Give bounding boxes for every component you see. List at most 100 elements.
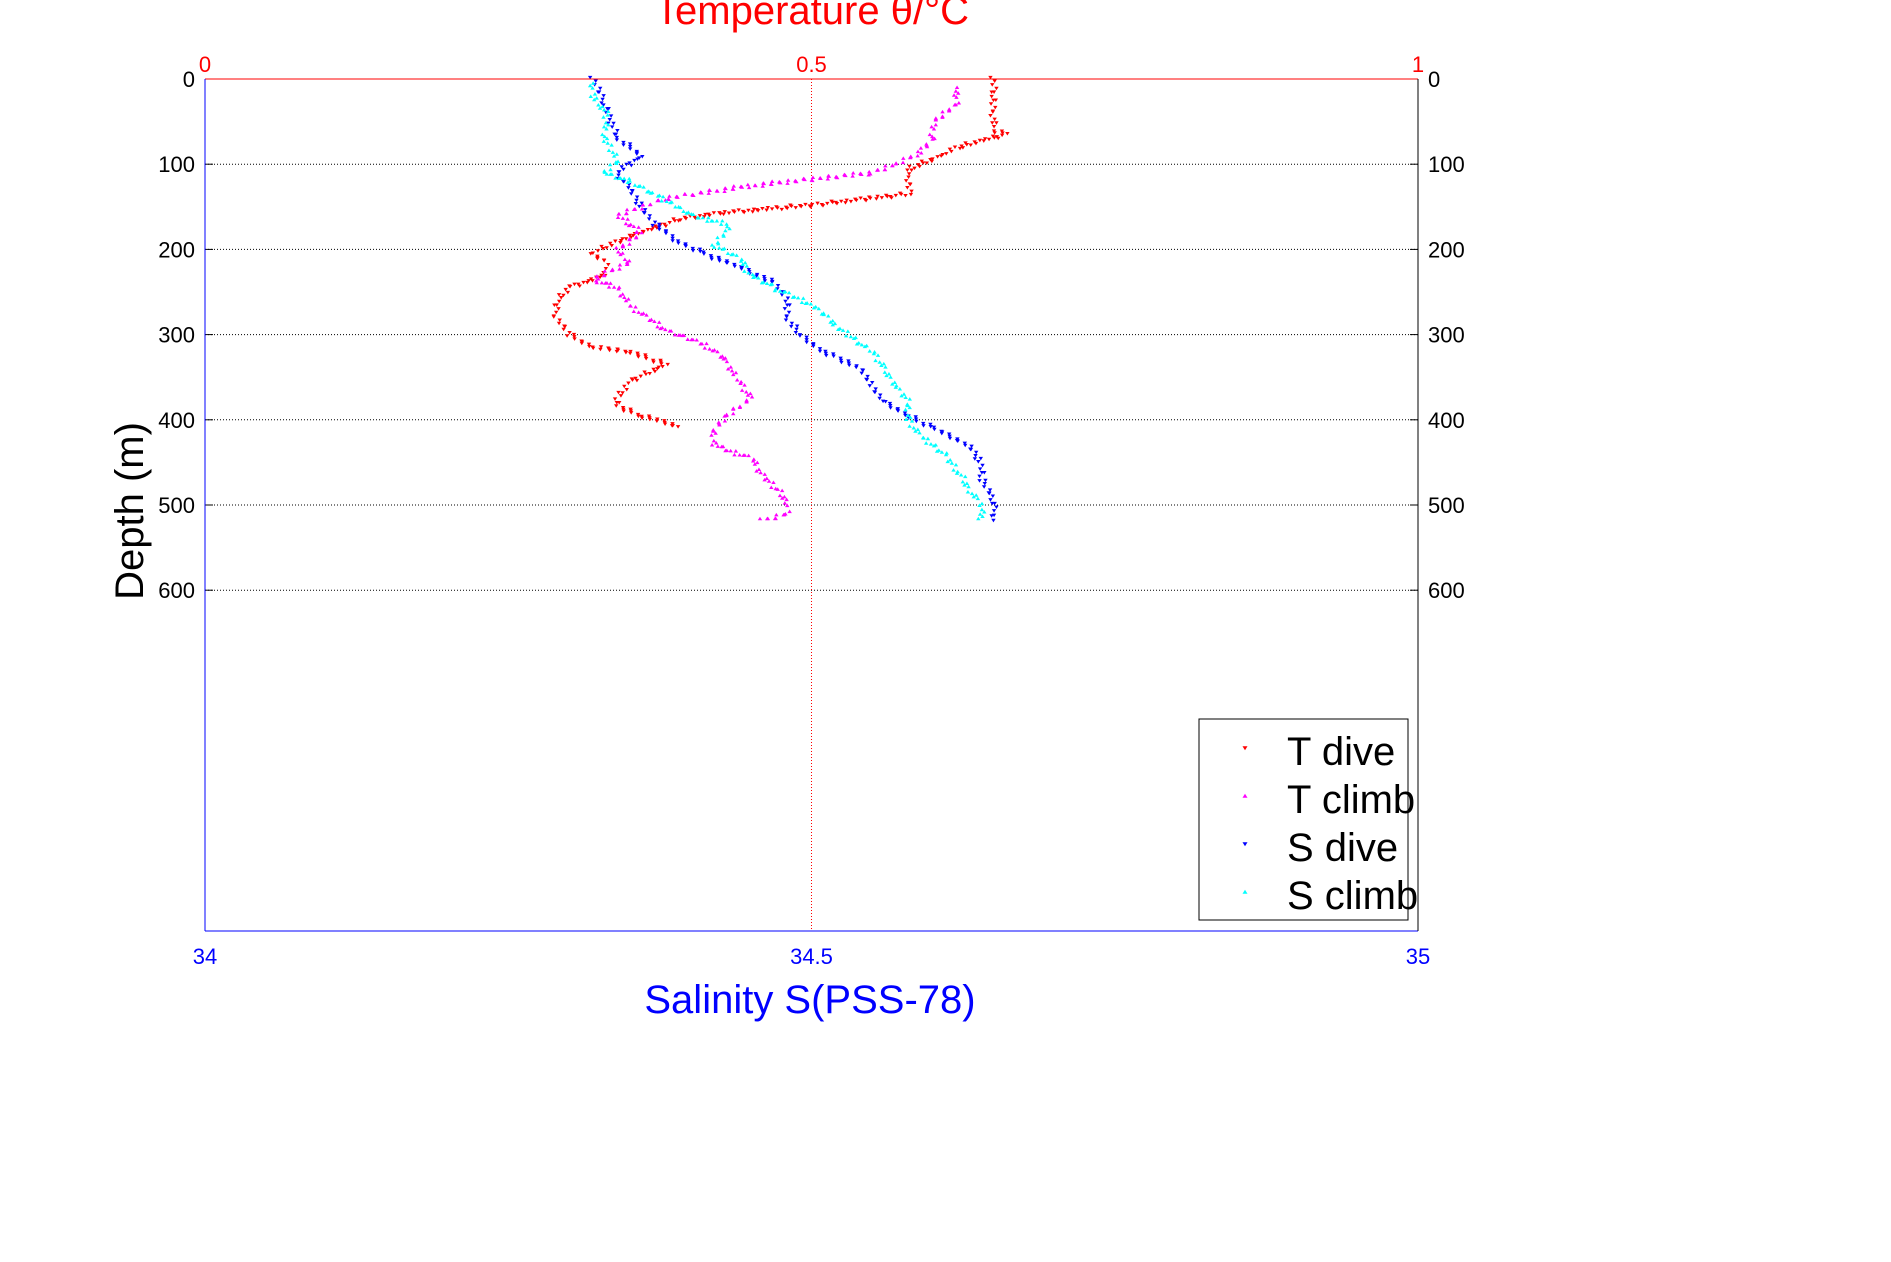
data-point-s-climb: [601, 124, 607, 129]
data-point-t-climb: [749, 394, 755, 399]
data-point-s-climb: [608, 167, 613, 172]
data-point-s-climb: [752, 274, 757, 279]
data-point-t-climb: [746, 453, 751, 458]
data-point-s-dive: [785, 303, 790, 307]
data-point-t-climb: [762, 472, 767, 476]
data-point-s-climb: [864, 343, 869, 348]
data-point-t-climb: [668, 328, 674, 333]
data-point-s-climb: [845, 329, 851, 333]
data-point-s-dive: [676, 241, 681, 246]
data-point-s-climb: [684, 211, 689, 215]
data-point-s-dive: [968, 447, 973, 452]
data-point-s-dive: [794, 327, 799, 332]
data-point-s-dive: [873, 387, 878, 391]
data-point-t-dive: [879, 196, 885, 200]
data-point-t-climb: [715, 189, 720, 193]
data-point-s-climb: [879, 363, 884, 367]
data-point-t-dive: [634, 378, 640, 383]
data-point-t-dive: [662, 422, 668, 426]
data-point-s-dive: [983, 478, 988, 483]
data-point-t-dive: [874, 197, 879, 201]
data-point-t-climb: [636, 225, 641, 229]
data-point-s-dive: [779, 293, 785, 297]
data-point-t-climb: [780, 496, 785, 500]
data-point-t-climb: [765, 516, 771, 521]
data-point-s-climb: [808, 302, 814, 306]
data-point-s-dive: [754, 272, 760, 277]
data-point-s-climb: [804, 300, 810, 305]
data-point-t-climb: [782, 501, 788, 505]
data-point-t-climb: [761, 181, 767, 186]
data-point-t-climb: [850, 171, 856, 175]
data-point-t-dive: [645, 228, 651, 232]
data-point-s-climb: [723, 228, 728, 233]
data-point-s-dive: [786, 310, 792, 315]
data-point-t-climb: [617, 267, 622, 271]
data-point-s-dive: [987, 488, 993, 492]
data-point-t-dive: [994, 121, 999, 125]
data-point-s-dive: [640, 154, 645, 159]
data-point-t-climb: [667, 194, 672, 198]
data-point-t-dive: [643, 356, 649, 361]
legend-marker: [1242, 889, 1248, 894]
data-point-s-climb: [873, 358, 878, 363]
data-point-t-dive: [653, 224, 658, 229]
data-point-s-dive: [616, 173, 621, 178]
data-point-t-climb: [718, 355, 723, 359]
data-point-t-climb: [690, 337, 696, 342]
data-point-t-climb: [932, 136, 937, 141]
data-point-t-climb: [628, 222, 633, 227]
data-point-t-climb: [940, 114, 945, 118]
data-point-s-climb: [907, 424, 912, 428]
data-point-t-dive: [820, 204, 826, 208]
data-point-t-dive: [600, 247, 606, 251]
data-point-s-climb: [587, 83, 593, 88]
data-point-t-dive: [588, 277, 594, 281]
data-point-t-dive: [1005, 132, 1010, 136]
data-point-s-dive: [928, 422, 933, 427]
data-point-s-dive: [913, 415, 918, 419]
data-point-s-climb: [963, 474, 968, 479]
data-point-t-climb: [771, 480, 776, 485]
data-point-t-climb: [883, 163, 888, 168]
data-point-s-climb: [819, 312, 825, 316]
data-point-s-dive: [670, 234, 675, 238]
data-point-t-climb: [627, 304, 633, 308]
data-point-s-climb: [588, 94, 593, 98]
data-point-s-climb: [604, 126, 609, 131]
data-point-t-climb: [623, 221, 629, 226]
data-point-s-climb: [875, 353, 881, 357]
data-point-t-climb: [785, 178, 791, 182]
data-point-s-dive: [709, 255, 714, 260]
data-point-s-climb: [602, 134, 607, 139]
data-point-t-climb: [732, 452, 737, 457]
data-point-s-dive: [888, 406, 893, 410]
data-point-s-dive: [593, 79, 598, 84]
data-point-s-climb: [848, 334, 854, 339]
data-point-s-dive: [617, 170, 622, 174]
data-point-s-climb: [975, 496, 981, 501]
data-point-s-dive: [775, 283, 781, 288]
data-point-s-dive: [698, 249, 703, 254]
data-point-t-climb: [699, 190, 704, 195]
data-point-t-dive: [848, 199, 854, 204]
data-point-t-climb: [620, 243, 626, 247]
data-point-t-climb: [752, 462, 758, 466]
data-point-s-climb: [681, 209, 686, 213]
data-point-t-dive: [990, 110, 996, 114]
data-point-s-dive: [969, 444, 974, 449]
data-point-t-climb: [953, 89, 959, 93]
data-point-t-dive: [957, 146, 963, 151]
data-point-t-dive: [760, 207, 765, 211]
data-point-t-climb: [666, 197, 672, 201]
data-point-t-dive: [647, 371, 652, 376]
data-point-t-climb: [602, 273, 607, 277]
data-point-t-climb: [724, 412, 729, 417]
data-point-t-dive: [944, 152, 949, 156]
data-point-s-dive: [838, 356, 843, 361]
data-point-t-dive: [675, 425, 681, 429]
data-point-t-dive: [988, 113, 993, 118]
data-point-s-dive: [817, 347, 823, 351]
data-point-s-dive: [939, 430, 945, 434]
data-point-t-climb: [658, 326, 663, 331]
